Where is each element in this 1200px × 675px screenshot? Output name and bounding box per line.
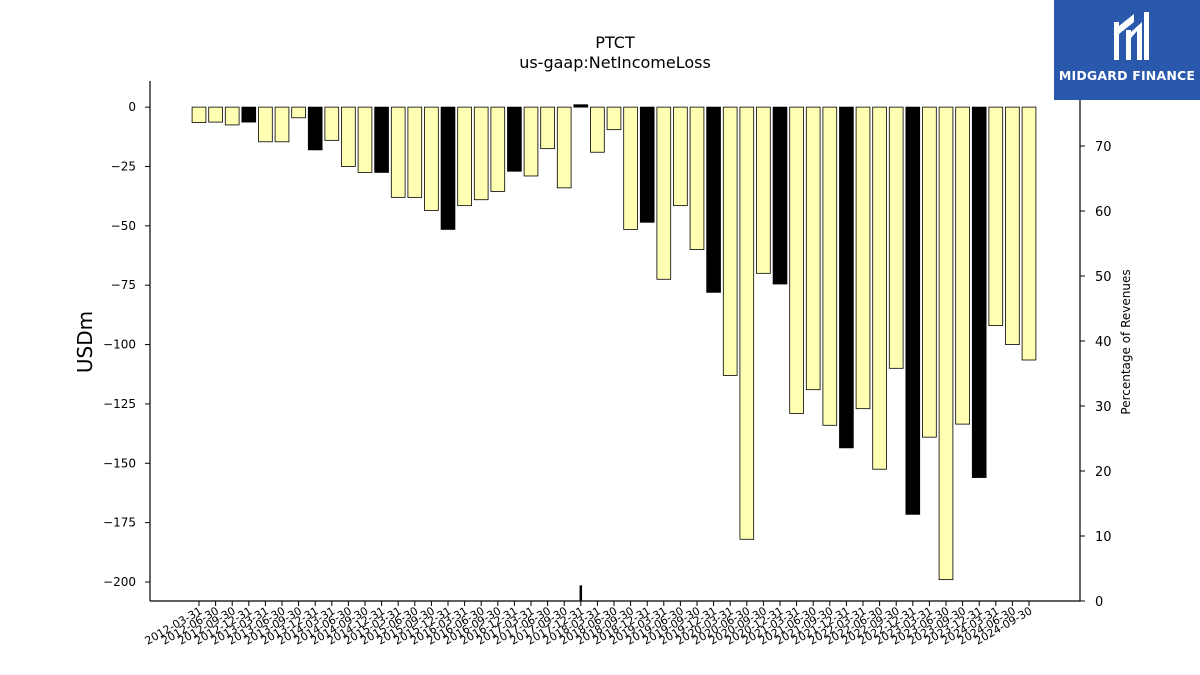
y-tick-label: −175 — [103, 516, 136, 530]
bar-2015-09-30 — [424, 106, 439, 211]
bar-2022-09-30 — [888, 106, 904, 369]
bar-2014-06-30 — [341, 106, 356, 167]
y-tick-label: −25 — [111, 159, 136, 173]
bar-2012-06-30 — [208, 106, 223, 123]
bars-layer — [191, 104, 1037, 581]
y-axis-label: USDm — [73, 311, 97, 373]
bar-2012-09-30 — [224, 106, 240, 126]
bar-2016-03-31 — [457, 106, 472, 207]
bar-2017-09-30 — [556, 106, 572, 189]
bar-2019-09-30 — [689, 106, 705, 250]
y2-tick-label: 50 — [1095, 270, 1112, 285]
y-tick-label: −75 — [111, 278, 136, 292]
bar-2021-06-30 — [805, 106, 821, 391]
bar-2024-03-31 — [988, 106, 1004, 326]
bar-2021-03-31 — [789, 106, 804, 414]
y2-tick-label: 70 — [1095, 140, 1112, 155]
bar-2021-12-31 — [839, 106, 854, 449]
bar-2023-09-30 — [955, 106, 970, 425]
bar-2013-03-31 — [258, 106, 273, 143]
bar-2021-09-30 — [822, 106, 838, 426]
bar-2013-12-31 — [307, 106, 323, 151]
bar-2019-12-31 — [706, 106, 721, 293]
bar-2016-09-30 — [490, 106, 506, 192]
brand-name: MIDGARD FINANCE — [1058, 68, 1196, 83]
bar-2023-12-31 — [971, 106, 987, 478]
bar-2023-03-31 — [922, 106, 937, 438]
bar-2014-09-30 — [357, 106, 373, 173]
y2-tick-label: 60 — [1095, 205, 1112, 220]
bar-2023-06-30 — [938, 106, 954, 581]
bar-2022-03-31 — [855, 106, 871, 410]
bar-2015-12-31 — [440, 106, 456, 230]
y2-tick-label: 30 — [1095, 400, 1112, 415]
bar-2018-12-31 — [639, 106, 655, 223]
bar-2016-12-31 — [507, 106, 522, 172]
y-tick-label: −125 — [103, 397, 136, 411]
bar-2019-06-30 — [673, 106, 688, 207]
y-tick-label: −200 — [103, 575, 136, 589]
bar-2012-12-31 — [241, 106, 257, 123]
y2-tick-label: 40 — [1095, 335, 1112, 350]
y-tick-label: 0 — [128, 100, 136, 114]
bar-2022-06-30 — [872, 106, 887, 470]
bar-2017-03-31 — [523, 106, 539, 177]
bar-2018-09-30 — [623, 106, 638, 230]
brand-logo: MIDGARD FINANCE — [1054, 0, 1200, 100]
bar-2018-06-30 — [606, 106, 622, 131]
bar-2015-06-30 — [407, 106, 423, 198]
bar-2020-06-30 — [739, 106, 755, 540]
chart-title: PTCT — [595, 33, 635, 52]
y-tick-label: −150 — [103, 456, 136, 470]
bar-2018-03-31 — [590, 106, 605, 153]
y2-tick-label: 20 — [1095, 465, 1112, 480]
bar-2015-03-31 — [390, 106, 406, 198]
y-tick-label: −50 — [111, 219, 136, 233]
chart-subtitle: us-gaap:NetIncomeLoss — [519, 53, 711, 72]
bar-2020-09-30 — [756, 106, 771, 274]
bar-2022-12-31 — [905, 106, 921, 515]
bar-2019-03-31 — [656, 106, 672, 280]
y2-axis-label: Percentage of Revenues — [1119, 269, 1133, 414]
bar-2016-06-30 — [473, 106, 489, 201]
bar-2014-12-31 — [374, 106, 389, 173]
bar-2013-06-30 — [274, 106, 290, 143]
bar-2017-06-30 — [540, 106, 555, 150]
bar-2012-03-31 — [191, 106, 207, 123]
bar-2024-09-30 — [1021, 106, 1037, 361]
bar-2013-09-30 — [291, 106, 306, 119]
brand-mark-icon — [1114, 12, 1149, 60]
y2-tick-label: 0 — [1095, 595, 1103, 610]
bar-2017-12-31 — [573, 104, 589, 108]
bar-2020-12-31 — [772, 106, 788, 285]
bar-2024-06-30 — [1005, 106, 1020, 345]
bar-2020-03-31 — [722, 106, 738, 376]
y-tick-label: −100 — [103, 338, 136, 352]
y2-tick-label: 10 — [1095, 530, 1112, 545]
bar-2014-03-31 — [324, 106, 340, 141]
